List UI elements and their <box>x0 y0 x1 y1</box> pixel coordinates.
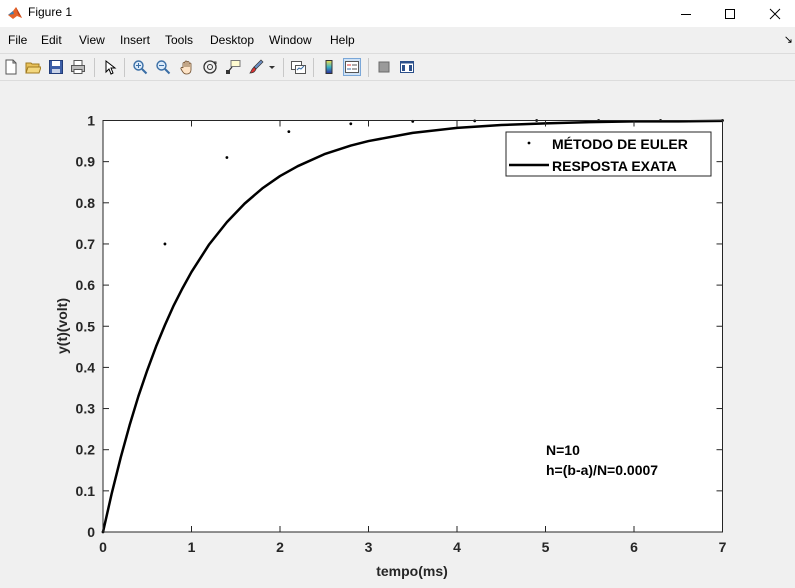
dock-arrow-icon[interactable]: ↘ <box>783 34 793 46</box>
menu-desktop[interactable]: Desktop <box>210 33 255 47</box>
toolbar-separator <box>313 58 314 77</box>
euler-point <box>163 242 167 246</box>
euler-point <box>287 130 291 134</box>
legend-icon <box>345 61 359 73</box>
chevron-down-icon <box>269 66 275 69</box>
annotation-h: h=(b-a)/N=0.0007 <box>546 462 658 478</box>
x-tick-label: 5 <box>542 539 550 555</box>
brush-dropdown[interactable] <box>266 58 278 76</box>
open-folder-icon <box>25 62 41 74</box>
menu-file[interactable]: File <box>8 33 28 47</box>
matlab-logo-icon <box>8 7 22 19</box>
legend-box <box>505 131 712 177</box>
y-tick-label: 1 <box>87 113 95 129</box>
menu-bar: File Edit View Insert Tools Desktop Wind… <box>0 29 795 51</box>
x-tick-label: 2 <box>276 539 284 555</box>
insert-legend-button[interactable] <box>343 58 361 76</box>
save-button[interactable] <box>47 58 65 76</box>
brush-icon <box>249 59 264 74</box>
y-tick-label: 0.8 <box>76 195 96 211</box>
toolbar-separator <box>283 58 284 77</box>
new-figure-icon <box>5 59 17 75</box>
axis-ticks: 0 1 2 3 4 5 6 7 0 0.1 0.2 0.3 0.4 0.5 0.6 0.7 0.8 0.9 1 <box>76 113 727 556</box>
x-tick-label: 4 <box>453 539 461 555</box>
x-tick-label: 1 <box>188 539 196 555</box>
legend-exact-label: RESPOSTA EXATA <box>552 158 677 174</box>
maximize-button[interactable] <box>707 0 753 27</box>
rotate-3d-button[interactable] <box>201 58 219 76</box>
link-plot-icon <box>291 61 306 74</box>
menu-tools[interactable]: Tools <box>165 33 194 47</box>
y-tick-label: 0.1 <box>76 483 96 499</box>
toolbar-separator <box>368 58 369 77</box>
data-cursor-icon <box>226 60 241 74</box>
zoom-in-button[interactable] <box>131 58 149 76</box>
axes-background[interactable] <box>103 120 723 533</box>
menu-window[interactable]: Window <box>269 33 312 47</box>
save-icon <box>49 60 63 74</box>
zoom-out-button[interactable] <box>154 58 172 76</box>
close-button[interactable] <box>752 0 795 27</box>
edit-plot-button[interactable] <box>101 58 119 76</box>
x-tick-label: 7 <box>719 539 727 555</box>
minimize-button[interactable] <box>663 0 709 27</box>
new-figure-button[interactable] <box>2 58 20 76</box>
y-tick-label: 0 <box>87 524 95 540</box>
rotate-3d-icon <box>203 60 217 74</box>
title-bar: Figure 1 <box>0 0 795 27</box>
hide-plot-tools-button[interactable] <box>375 58 393 76</box>
x-tick-label: 0 <box>99 539 107 555</box>
x-tick-label: 3 <box>365 539 373 555</box>
y-tick-label: 0.6 <box>76 277 96 293</box>
pan-hand-icon <box>180 60 192 75</box>
annotation-n: N=10 <box>546 442 580 458</box>
euler-point <box>225 156 229 159</box>
menu-insert[interactable]: Insert <box>120 33 151 47</box>
zoom-out-icon <box>156 60 171 75</box>
minimize-icon <box>681 13 691 15</box>
figure-toolbar <box>0 53 795 81</box>
open-file-button[interactable] <box>24 58 42 76</box>
show-plot-tools-button[interactable] <box>398 58 416 76</box>
y-axis-label: y(t)(volt) <box>54 298 70 354</box>
y-tick-label: 0.3 <box>76 401 96 417</box>
pan-button[interactable] <box>178 58 196 76</box>
select-arrow-icon <box>105 59 117 75</box>
plot-svg[interactable]: 0 1 2 3 4 5 6 7 0 0.1 0.2 0.3 0.4 0.5 0.6 0.7 0.8 0.9 1 MÉ… <box>0 82 795 588</box>
legend-euler-marker <box>527 141 531 145</box>
window-title: Figure 1 <box>28 5 73 19</box>
insert-colorbar-button[interactable] <box>320 58 338 76</box>
y-tick-label: 0.9 <box>76 154 96 170</box>
print-icon <box>71 60 85 74</box>
legend-euler-label: MÉTODO DE EULER <box>552 136 688 152</box>
x-tick-label: 6 <box>630 539 638 555</box>
menu-edit[interactable]: Edit <box>41 33 62 47</box>
colorbar-icon <box>325 60 333 74</box>
y-tick-label: 0.7 <box>76 236 96 252</box>
zoom-in-icon <box>133 60 148 75</box>
x-axis-label: tempo(ms) <box>376 563 448 579</box>
link-plot-button[interactable] <box>289 58 307 76</box>
figure-canvas: 0 1 2 3 4 5 6 7 0 0.1 0.2 0.3 0.4 0.5 0.6 0.7 0.8 0.9 1 MÉ… <box>0 82 795 588</box>
data-cursor-button[interactable] <box>224 58 242 76</box>
legend[interactable]: MÉTODO DE EULER RESPOSTA EXATA <box>505 131 712 177</box>
close-icon <box>769 8 781 19</box>
hide-plot-tools-icon <box>378 61 390 73</box>
toolbar-separator <box>124 58 125 77</box>
y-tick-label: 0.4 <box>76 359 96 375</box>
show-plot-tools-icon <box>400 61 414 73</box>
y-tick-label: 0.5 <box>76 318 96 334</box>
y-tick-label: 0.2 <box>76 442 96 458</box>
print-button[interactable] <box>69 58 87 76</box>
brush-button[interactable] <box>247 58 265 76</box>
maximize-icon <box>725 8 735 19</box>
exact-response-line <box>101 119 723 533</box>
toolbar-separator <box>94 58 95 77</box>
euler-point <box>349 122 353 126</box>
menu-help[interactable]: Help <box>330 33 355 47</box>
menu-view[interactable]: View <box>79 33 105 47</box>
